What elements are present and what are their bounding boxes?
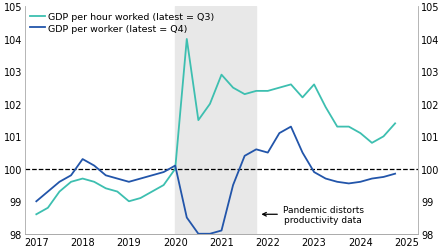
Bar: [175, 8, 256, 234]
Text: Pandemic distorts
productivity data: Pandemic distorts productivity data: [263, 205, 364, 224]
Legend: GDP per hour worked (latest = Q3), GDP per worker (latest = Q4): GDP per hour worked (latest = Q3), GDP p…: [30, 12, 216, 34]
